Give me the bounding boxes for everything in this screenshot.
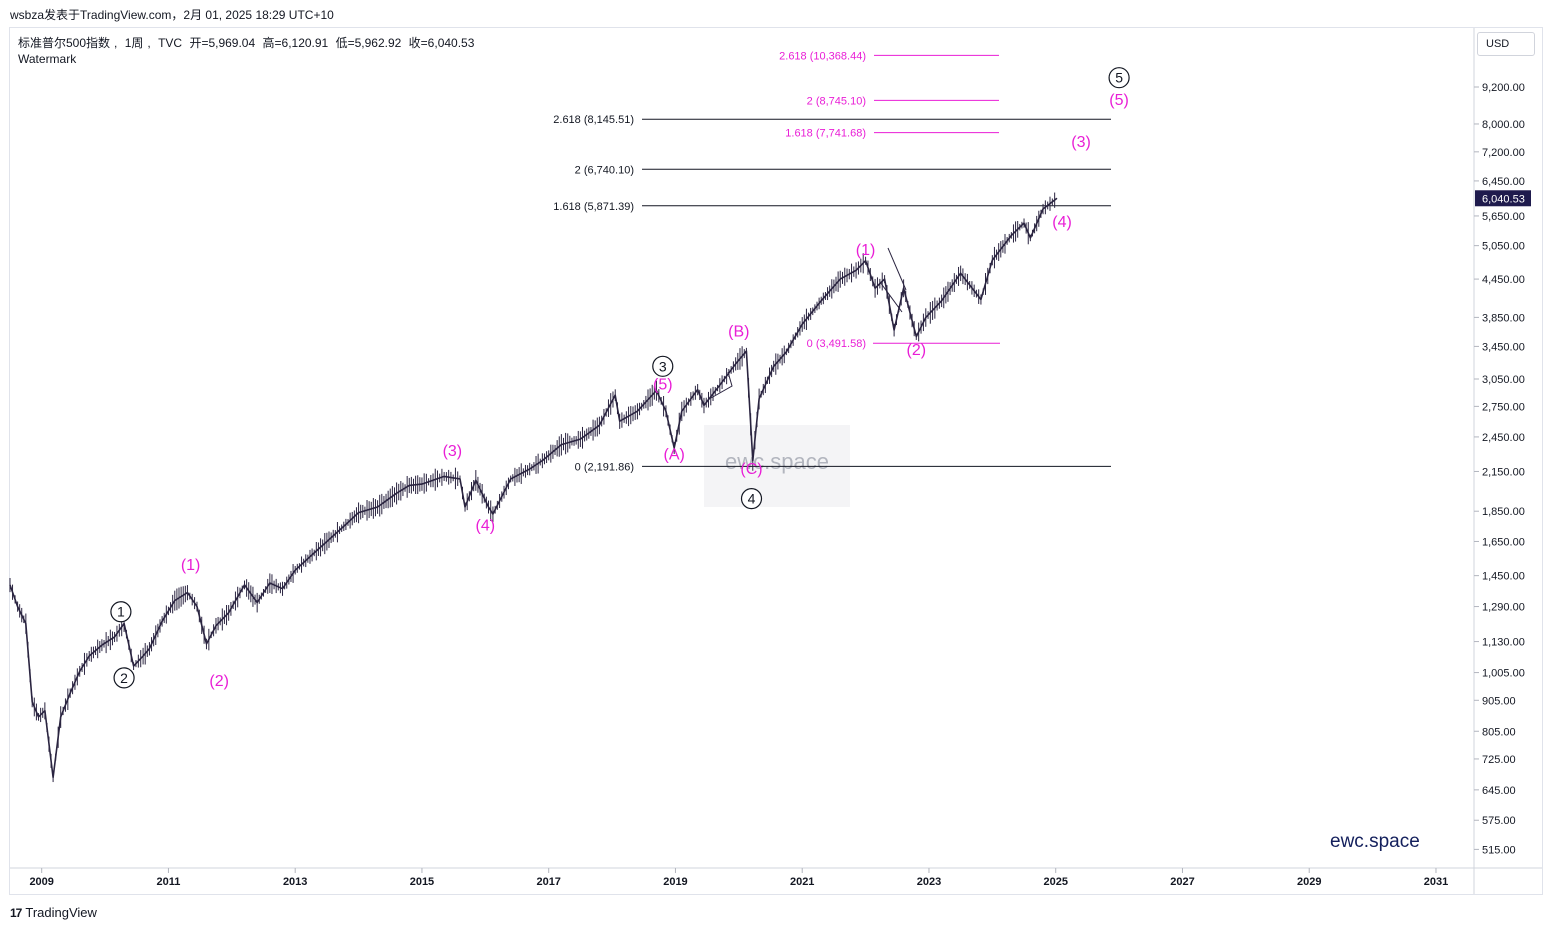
wave-label-circled: 5 <box>1115 70 1123 86</box>
time-tick-label: 2013 <box>283 876 307 888</box>
wave-label-magenta: (5) <box>653 377 673 394</box>
wave-label-magenta: (C) <box>740 461 762 478</box>
price-tick-label: 515.00 <box>1482 844 1516 856</box>
ohlc-legend: 标准普尔500指数, 1周, TVC 开=5,969.04 高=6,120.91… <box>18 36 475 50</box>
time-tick-label: 2023 <box>917 876 941 888</box>
footer: 17 TradingView <box>10 905 97 920</box>
price-tick-label: 645.00 <box>1482 785 1516 797</box>
price-tick-label: 1,650.00 <box>1482 536 1525 548</box>
fib-label-magenta: 2 (8,745.10) <box>807 95 866 107</box>
price-tick-label: 2,750.00 <box>1482 401 1525 413</box>
interval-label[interactable]: 1周 <box>124 36 144 50</box>
wave-label-circled: 2 <box>120 670 128 686</box>
price-tick-label: 3,050.00 <box>1482 374 1525 386</box>
price-series-line <box>9 197 1058 779</box>
wave-circle-marker <box>113 667 135 689</box>
price-tick-label: 905.00 <box>1482 695 1516 707</box>
wave-circle-marker <box>110 601 132 623</box>
price-tick-label: 3,850.00 <box>1482 312 1525 324</box>
publish-caption: wsbza发表于TradingView.com，2月 01, 2025 18:2… <box>10 8 334 22</box>
price-tick-label: 2,150.00 <box>1482 466 1525 478</box>
wave-label-magenta: (3) <box>443 443 463 460</box>
price-tick-label: 1,450.00 <box>1482 571 1525 583</box>
wave-circle-marker <box>740 488 763 510</box>
price-tick-label: 5,650.00 <box>1482 211 1525 223</box>
wave-label-circled: 1 <box>117 604 125 620</box>
last-price-badge <box>1475 190 1531 207</box>
wave-label-magenta: (5) <box>1109 92 1129 109</box>
time-tick-label: 2015 <box>410 876 434 888</box>
footer-brand[interactable]: TradingView <box>25 905 97 920</box>
time-tick-label: 2031 <box>1424 876 1448 888</box>
last-price-label: 6,040.53 <box>1482 193 1525 205</box>
wave-label-magenta: (2) <box>209 673 229 690</box>
wave-label-circled: 3 <box>659 358 667 374</box>
watermark-indicator-label[interactable]: Watermark <box>18 52 77 66</box>
fib-label-magenta: 1.618 (7,741.68) <box>785 128 866 140</box>
price-tick-label: 5,050.00 <box>1482 241 1525 253</box>
watermark-text: ewc.space <box>725 449 829 474</box>
price-tick-label: 6,450.00 <box>1482 176 1525 188</box>
chart-frame <box>9 27 1543 895</box>
fib-label-black: 2 (6,740.10) <box>575 164 634 176</box>
fib-label-black: 1.618 (5,871.39) <box>553 201 634 213</box>
wave-label-magenta: (2) <box>907 342 927 359</box>
brand-corner-text: ewc.space <box>1330 831 1420 852</box>
open-value: 开=5,969.04 <box>189 36 256 50</box>
wave-label-circled: 4 <box>748 491 756 507</box>
price-tick-label: 1,130.00 <box>1482 637 1525 649</box>
fib-label-magenta: 2.618 (10,368.44) <box>779 50 866 62</box>
time-tick-label: 2019 <box>663 876 687 888</box>
close-value: 收=6,040.53 <box>408 36 475 50</box>
wave-label-magenta: (1) <box>181 557 201 574</box>
price-tick-label: 1,005.00 <box>1482 668 1525 680</box>
wave-label-magenta: (1) <box>856 242 876 259</box>
wave-label-magenta: (4) <box>1052 214 1072 231</box>
time-tick-label: 2025 <box>1043 876 1067 888</box>
fib-label-magenta: 0 (3,491.58) <box>807 338 866 350</box>
price-tick-label: 3,450.00 <box>1482 341 1525 353</box>
currency-selector[interactable]: USD <box>1477 32 1535 56</box>
high-value: 高=6,120.91 <box>262 36 329 50</box>
time-tick-label: 2027 <box>1170 876 1194 888</box>
price-tick-label: 805.00 <box>1482 726 1516 738</box>
price-tick-label: 2,450.00 <box>1482 432 1525 444</box>
price-tick-label: 4,450.00 <box>1482 274 1525 286</box>
price-tick-label: 8,000.00 <box>1482 119 1525 131</box>
time-tick-label: 2029 <box>1297 876 1321 888</box>
time-tick-label: 2017 <box>536 876 560 888</box>
wave-label-magenta: (A) <box>664 446 685 463</box>
wave-label-magenta: (B) <box>728 324 749 341</box>
tradingview-logo-icon[interactable]: 17 <box>10 905 22 920</box>
price-tick-label: 575.00 <box>1482 815 1516 827</box>
price-tick-label: 7,200.00 <box>1482 147 1525 159</box>
price-tick-label: 1,850.00 <box>1482 506 1525 518</box>
time-tick-label: 2011 <box>157 876 181 888</box>
wave-label-magenta: (4) <box>476 517 496 534</box>
trend-annotation <box>710 371 733 399</box>
time-tick-label: 2021 <box>790 876 814 888</box>
wave-circle-marker <box>1108 67 1130 89</box>
fib-label-black: 2.618 (8,145.51) <box>553 114 634 126</box>
price-tick-label: 1,290.00 <box>1482 602 1525 614</box>
price-tick-label: 725.00 <box>1482 754 1516 766</box>
source-label: TVC <box>158 36 183 50</box>
fib-label-black: 0 (2,191.86) <box>575 461 634 473</box>
time-tick-label: 2009 <box>29 876 53 888</box>
trend-annotation <box>879 247 907 313</box>
low-value: 低=5,962.92 <box>335 36 402 50</box>
price-tick-label: 9,200.00 <box>1482 82 1525 94</box>
wave-circle-marker <box>652 355 674 377</box>
symbol-name[interactable]: 标准普尔500指数 <box>18 36 111 50</box>
wave-label-magenta: (3) <box>1071 134 1091 151</box>
